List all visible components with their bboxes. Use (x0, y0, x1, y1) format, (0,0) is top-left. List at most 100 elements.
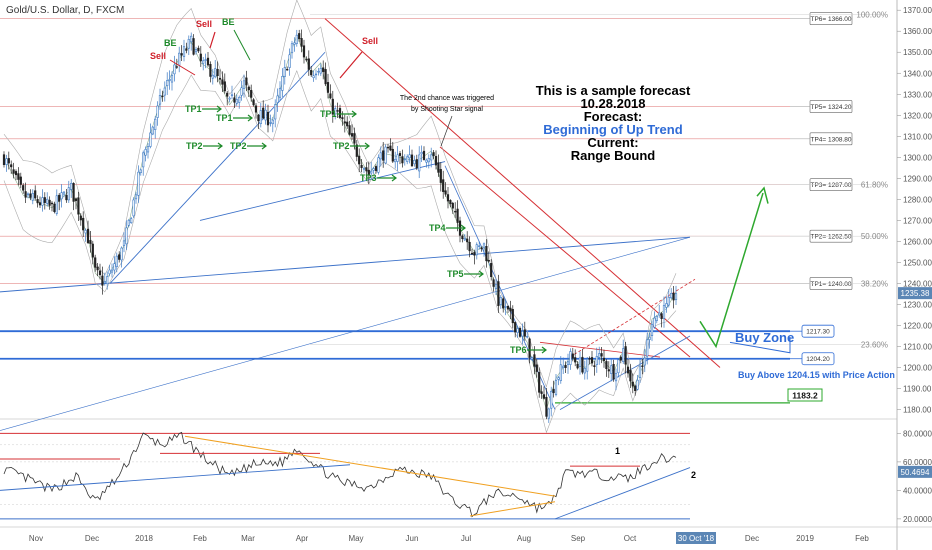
candle-body (571, 353, 574, 359)
candle-body (346, 121, 349, 127)
tp-marker-label: TP1 (185, 104, 202, 114)
candle-body (595, 356, 598, 365)
candle-body (271, 119, 274, 125)
sell-arrow (169, 59, 196, 76)
tp-marker-arrowhead (460, 224, 466, 232)
x-tick-label: Dec (85, 534, 99, 543)
candle-body (197, 47, 200, 52)
tp-marker-label: TP2 (186, 141, 203, 151)
tp-marker-arrowhead (217, 142, 223, 150)
candle-body (648, 336, 651, 340)
candle-body (163, 87, 166, 96)
candle-body (300, 38, 303, 47)
candle-body (372, 168, 375, 171)
x-tick-label: Dec (745, 534, 759, 543)
candle-body (238, 97, 241, 103)
candle-body (545, 397, 548, 417)
rsi-trend (554, 467, 691, 520)
candle-body (530, 357, 534, 360)
candle-body (336, 110, 339, 112)
candle-body (58, 194, 61, 202)
candle-body (528, 338, 531, 358)
tp-marker-arrowhead (541, 346, 547, 354)
candle-body (235, 99, 238, 104)
tp-marker-label: TP3 (360, 173, 377, 183)
candle-body (77, 197, 80, 215)
candle-body (29, 193, 32, 198)
candle-body (67, 187, 70, 201)
current-price-flag (898, 287, 932, 300)
candle-body (348, 125, 351, 135)
tp-level-label: TP4= 1308.80 (790, 132, 853, 146)
candle-body (216, 68, 219, 77)
candle-body (509, 307, 512, 312)
candle-body (370, 170, 373, 174)
candle-body (662, 305, 666, 319)
candle-body (425, 159, 428, 163)
candle-body (506, 305, 510, 310)
forecast-line-1: This is a sample forecast (536, 83, 691, 98)
y-tick-label: 1230.00 (903, 300, 932, 309)
tp-level-text: TP5= 1324.20 (810, 104, 851, 111)
candle-body (466, 238, 469, 243)
candle-body (240, 87, 243, 96)
candle-body (439, 169, 442, 183)
x-tick-label: Oct (624, 534, 637, 543)
candle-body (449, 200, 452, 204)
tp-marker-arrowhead (216, 105, 222, 113)
candle-body (540, 391, 543, 394)
price-axes: 1370.00 1360.00 1350.00 1340.00 1330.00 1320.… (29, 6, 932, 544)
tp-marker-label: TP4 (429, 223, 446, 233)
trend-line (0, 236, 691, 431)
sell-marker-label: Sell (150, 51, 166, 61)
candle-body (456, 208, 459, 223)
candle-body (538, 372, 541, 393)
candle-body (34, 190, 37, 199)
candle-body (626, 366, 630, 374)
candle-body (334, 108, 337, 115)
candle-body (574, 357, 577, 363)
candle-body (646, 339, 649, 357)
candle-body (139, 169, 142, 173)
candle-body (660, 313, 663, 320)
candle-body (475, 244, 478, 256)
y-tick-label: 1220.00 (903, 322, 932, 331)
x-tick-label: Jul (461, 534, 471, 543)
tp-level-text: TP3= 1287.00 (810, 182, 851, 189)
candle-body (14, 171, 18, 176)
candle-body (384, 146, 387, 164)
candle-body (24, 191, 27, 198)
note-pointer (440, 115, 453, 147)
current-price-label: 1235.38 (901, 289, 930, 298)
trend-line (539, 341, 661, 358)
y-tick-label: 1190.00 (903, 385, 932, 394)
candle-body (266, 111, 270, 126)
candle-body (185, 48, 188, 51)
candle-body (379, 152, 382, 160)
candle-body (578, 357, 582, 367)
candle-body (437, 162, 440, 173)
candle-body (202, 60, 205, 64)
forecast-box: This is a sample forecast 10.28.2018 For… (536, 83, 691, 163)
upper-band (3, 0, 677, 388)
candle-body (269, 122, 272, 124)
candle-body (492, 279, 495, 287)
y-tick-label: 1330.00 (903, 90, 932, 99)
y-tick-label: 1210.00 (903, 343, 932, 352)
rsi-tick-label: 20.0000 (903, 515, 932, 524)
candle-body (230, 94, 234, 97)
candle-body (410, 154, 414, 167)
candle-body (523, 329, 526, 337)
candle-body (542, 394, 546, 399)
candle-body (127, 219, 130, 226)
candle-body (667, 296, 670, 306)
candle-body (598, 353, 601, 358)
candle-body (588, 358, 591, 360)
candle-body (559, 364, 562, 381)
tp-marker-arrowhead (351, 110, 357, 118)
candle-body (70, 182, 73, 190)
candle-body (53, 203, 56, 212)
be-marker-label: BE (164, 38, 177, 48)
